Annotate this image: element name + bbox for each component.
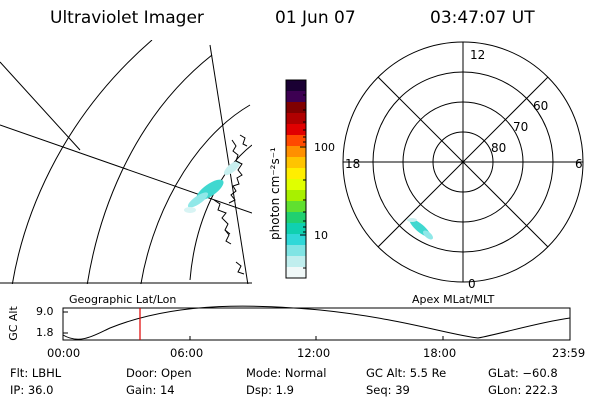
map-lon-line: [0, 124, 252, 214]
timeline-frame: [62, 307, 571, 341]
colorbar-tick-10: 10: [314, 229, 328, 242]
date-label: 01 Jun 07: [275, 8, 356, 28]
colorbar-segment: [286, 146, 306, 158]
map-lat-arc: [140, 104, 251, 284]
colorbar-segment: [286, 245, 306, 257]
colorbar-segment: [286, 168, 306, 180]
mlat-label-80: 80: [491, 141, 506, 155]
polar-plot: [342, 41, 584, 283]
altitude-curve: [62, 305, 571, 340]
colorbar-segment: [286, 157, 306, 169]
colorbar-segment: [286, 267, 306, 279]
colorbar-segment: [286, 179, 306, 191]
timeline-xtick-0600: 06:00: [170, 346, 204, 360]
mlat-label-70: 70: [513, 120, 528, 134]
colorbar-tick-100: 100: [314, 141, 335, 154]
geographic-map: [0, 40, 252, 284]
colorbar-segment: [286, 113, 306, 125]
time-label: 03:47:07 UT: [430, 8, 535, 28]
status-mode: Mode: Normal: [246, 366, 327, 380]
colorbar-unit-label: photon cm⁻²s⁻¹: [268, 147, 282, 240]
status-door: Door: Open: [126, 366, 192, 380]
status-filter: Flt: LBHL: [10, 366, 62, 380]
map-lat-arc: [11, 40, 153, 284]
timeline-ytick-1.8: 1.8: [36, 326, 54, 339]
mlt-label-6: 6: [575, 157, 583, 171]
colorbar-segment: [286, 190, 306, 202]
map-coastline: [213, 134, 248, 275]
status-seq: Seq: 39: [366, 383, 410, 397]
colorbar-segment: [286, 212, 306, 224]
polar-aurora: [407, 218, 433, 240]
status-dsp: Dsp: 1.9: [246, 383, 294, 397]
colorbar-segment: [286, 102, 306, 114]
status-glon: GLon: 222.3: [488, 383, 558, 397]
timeline-xtick-1200: 12:00: [297, 346, 331, 360]
colorbar-segment: [286, 201, 306, 213]
timeline-ticks: [63, 311, 444, 340]
status-glat: GLat: −60.8: [488, 366, 558, 380]
colorbar-segment: [286, 234, 306, 246]
timeline-y-label: GC Alt: [6, 306, 20, 341]
timeline-xtick-1800: 18:00: [423, 346, 457, 360]
colorbar-segment: [286, 135, 306, 147]
status-gain: Gain: 14: [126, 383, 175, 397]
map-aurora: [184, 160, 241, 213]
colorbar-segment: [286, 256, 306, 268]
map-lat-arc: [189, 144, 252, 281]
instrument-title: Ultraviolet Imager: [50, 8, 204, 28]
timeline-ytick-9: 9.0: [36, 305, 54, 318]
colorbar: [286, 80, 306, 279]
timeline-xtick-0000: 00:00: [47, 346, 81, 360]
colorbar-segment: [286, 124, 306, 136]
polar-diagonal: [377, 76, 549, 248]
colorbar-segment: [286, 91, 306, 103]
apex-coord-label: Apex MLat/MLT: [412, 293, 495, 306]
timeline-xtick-2359: 23:59: [552, 346, 586, 360]
colorbar-frame: [285, 79, 307, 279]
colorbar-segment: [286, 223, 306, 235]
status-gc-alt: GC Alt: 5.5 Re: [366, 366, 447, 380]
status-ip: IP: 36.0: [10, 383, 54, 397]
map-lon-line: [209, 44, 249, 284]
mlt-label-18: 18: [345, 157, 360, 171]
map-lat-arc: [86, 54, 213, 284]
mlt-label-0: 0: [468, 277, 476, 291]
map-lon-line: [0, 61, 81, 151]
geo-coord-label: Geographic Lat/Lon: [69, 293, 177, 306]
mlat-label-60: 60: [533, 99, 548, 113]
colorbar-segment: [286, 80, 306, 92]
mlt-label-12: 12: [470, 48, 485, 62]
colorbar-ticks: [300, 94, 306, 269]
